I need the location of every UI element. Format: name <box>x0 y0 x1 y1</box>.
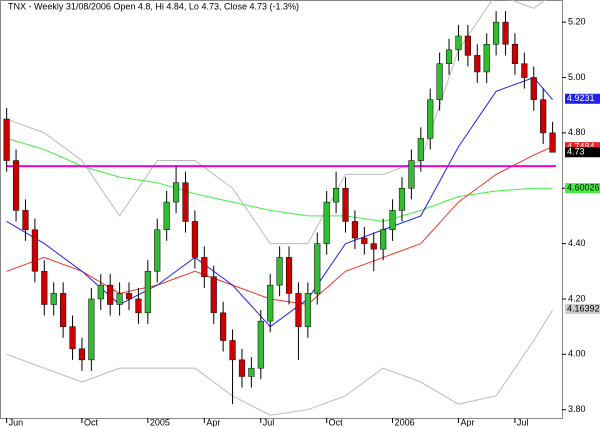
candle-body <box>427 99 434 139</box>
x-tick-label: 2005 <box>150 417 170 427</box>
candle-body <box>182 182 189 222</box>
x-tick-label: 2006 <box>395 417 415 427</box>
y-tick-label: 5.00 <box>568 72 586 82</box>
price-label-box <box>565 93 600 104</box>
candle-body <box>154 229 161 272</box>
candle-body <box>398 187 406 211</box>
candle-body <box>257 320 264 369</box>
candle-body <box>201 257 208 278</box>
candle-body <box>267 284 274 322</box>
candle-body <box>135 298 142 314</box>
x-tick-label: Apr <box>460 417 474 427</box>
candle-body <box>493 21 500 45</box>
candle-body <box>389 210 396 231</box>
candle-body <box>295 293 302 327</box>
x-tick-label: Apr <box>206 417 220 427</box>
y-tick-label: 4.20 <box>568 293 586 303</box>
indicator-line <box>6 0 546 245</box>
indicator-line <box>6 137 553 222</box>
price-label: 4.9231 <box>567 93 595 103</box>
candle-body <box>417 138 424 161</box>
candle-body <box>380 229 387 250</box>
candle-body <box>116 293 123 305</box>
indicator-line <box>6 309 554 416</box>
candle-body <box>540 99 547 134</box>
candle-body <box>464 35 471 56</box>
x-tick-label: Jun <box>9 417 24 427</box>
price-label-box <box>565 183 600 194</box>
candle-body <box>314 243 321 294</box>
candle-body <box>511 44 519 64</box>
candle-body <box>229 340 236 361</box>
candle-body <box>191 221 198 258</box>
candle-body <box>483 44 490 73</box>
x-tick-label: Oct <box>84 417 99 427</box>
price-label-box <box>565 142 600 153</box>
candle-body <box>22 210 29 231</box>
price-label: 4.7484 <box>567 142 595 152</box>
candle-body <box>351 221 358 239</box>
y-tick-label: 4.00 <box>568 349 586 359</box>
candle-body <box>436 63 443 100</box>
candle-body <box>342 187 349 222</box>
candle-body <box>69 326 76 350</box>
candle-body <box>521 63 528 78</box>
price-label-box <box>565 303 600 314</box>
candle-body <box>445 49 453 64</box>
candle-body <box>370 243 377 250</box>
candle-body <box>530 77 537 100</box>
candle-body <box>60 293 67 327</box>
y-tick-label: 5.20 <box>568 17 586 27</box>
candle-body <box>408 160 415 189</box>
y-tick-label: 4.80 <box>568 127 586 137</box>
candle-body <box>502 21 509 45</box>
candle-body <box>474 55 481 73</box>
y-tick-label: 4.40 <box>568 238 586 248</box>
candle-body <box>210 276 217 314</box>
candle-body <box>333 187 340 203</box>
candle-body <box>41 271 48 305</box>
candle-body <box>238 359 246 377</box>
chart-title: TNX - Weekly 31/08/2006 Open 4.8, Hi 4.8… <box>8 1 299 11</box>
x-tick-label: Oct <box>329 417 344 427</box>
candle-body <box>455 35 462 51</box>
price-label: 4.60026 <box>567 183 600 193</box>
candle-body <box>173 182 180 203</box>
candle-body <box>31 229 38 272</box>
candle-body <box>285 257 293 294</box>
candle-body <box>220 312 227 341</box>
price-label: 4.16392 <box>567 303 600 313</box>
candle-body <box>323 201 330 244</box>
x-tick-label: Jul <box>517 417 529 427</box>
candle-body <box>107 284 114 305</box>
candle-body <box>144 271 151 314</box>
candle-body <box>361 237 368 244</box>
candle-body <box>276 257 283 286</box>
x-tick-label: Jul <box>263 417 275 427</box>
candle-body <box>97 284 104 300</box>
candle-body <box>12 160 20 211</box>
price-label: 4.73 <box>567 147 585 157</box>
y-tick-label: 3.80 <box>568 404 586 414</box>
candle-body <box>304 293 311 327</box>
candle-body <box>125 293 133 300</box>
candle-body <box>3 118 10 161</box>
candle-body <box>50 293 57 305</box>
candle-body <box>163 201 170 231</box>
candle-body <box>248 367 255 377</box>
price-label-box <box>565 147 600 158</box>
candle-body <box>78 348 86 361</box>
candle-body <box>549 132 556 153</box>
candle-body <box>88 298 95 361</box>
